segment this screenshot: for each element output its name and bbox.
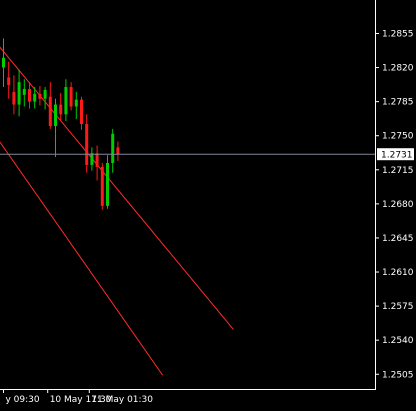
current-price-label: 1.2731 <box>381 151 413 161</box>
candle <box>7 61 11 99</box>
candles-layer <box>2 38 120 210</box>
x-tick-label: y 09:30 <box>6 395 40 405</box>
y-tick-label: 1.2820 <box>382 64 414 74</box>
candle-body <box>12 91 16 105</box>
candle <box>106 155 109 209</box>
candle-body <box>17 82 21 105</box>
y-tick-label: 1.2715 <box>382 166 414 176</box>
candle-body <box>2 57 5 68</box>
candle <box>54 98 57 158</box>
candle-body <box>69 87 73 107</box>
candle <box>12 75 16 115</box>
candle-body <box>90 153 94 165</box>
candle <box>22 79 26 107</box>
candle-body <box>22 88 26 95</box>
candle-body <box>116 147 120 155</box>
candle-body <box>74 99 78 107</box>
candle-body <box>85 124 89 165</box>
candle <box>2 38 5 88</box>
candle <box>43 87 47 110</box>
y-tick-label: 1.2680 <box>382 200 414 210</box>
y-tick-label: 1.2750 <box>382 132 414 142</box>
candle <box>111 128 115 173</box>
candle-body <box>106 162 109 206</box>
candle <box>74 91 78 120</box>
x-tick-label: 10 May 17:30 <box>50 395 112 405</box>
candle-body <box>48 96 52 126</box>
regression-channel[interactable] <box>0 40 234 376</box>
candle-body <box>111 133 115 163</box>
candle-body <box>7 77 11 86</box>
candle <box>28 82 31 109</box>
candle <box>116 141 120 162</box>
y-tick-label: 1.2785 <box>382 98 414 108</box>
candle-body <box>54 104 57 126</box>
y-tick-label: 1.2645 <box>382 234 414 244</box>
candle <box>90 147 94 171</box>
candle-body <box>100 166 104 206</box>
candle <box>17 69 21 117</box>
y-tick-label: 1.2855 <box>382 29 414 39</box>
y-tick-label: 1.2610 <box>382 268 414 278</box>
candle <box>33 87 37 109</box>
y-tick-label: 1.2540 <box>382 336 414 346</box>
candle <box>85 114 89 173</box>
candle <box>69 82 73 111</box>
current-price-layer: 1.2731 <box>0 148 414 161</box>
candle <box>95 145 99 181</box>
candle <box>100 162 104 210</box>
candle-body <box>64 87 68 115</box>
candle <box>64 79 68 122</box>
current-price-tag <box>377 148 414 161</box>
y-tick-label: 1.2575 <box>382 302 414 312</box>
candle-body <box>80 99 83 125</box>
candle-body <box>43 89 47 99</box>
y-tick-label: 1.2505 <box>382 370 414 380</box>
candle <box>80 96 83 130</box>
candle-body <box>59 104 63 115</box>
candle-body <box>28 88 31 102</box>
candle <box>59 92 63 121</box>
x-tick-label: 11 May 01:30 <box>91 395 153 405</box>
candle-body <box>95 153 99 167</box>
candle-body <box>33 93 37 102</box>
candle <box>38 86 42 106</box>
candle <box>48 82 52 129</box>
channel-line-lower[interactable] <box>0 134 164 376</box>
candle-body <box>38 93 42 99</box>
channel-line-upper[interactable] <box>0 40 234 330</box>
